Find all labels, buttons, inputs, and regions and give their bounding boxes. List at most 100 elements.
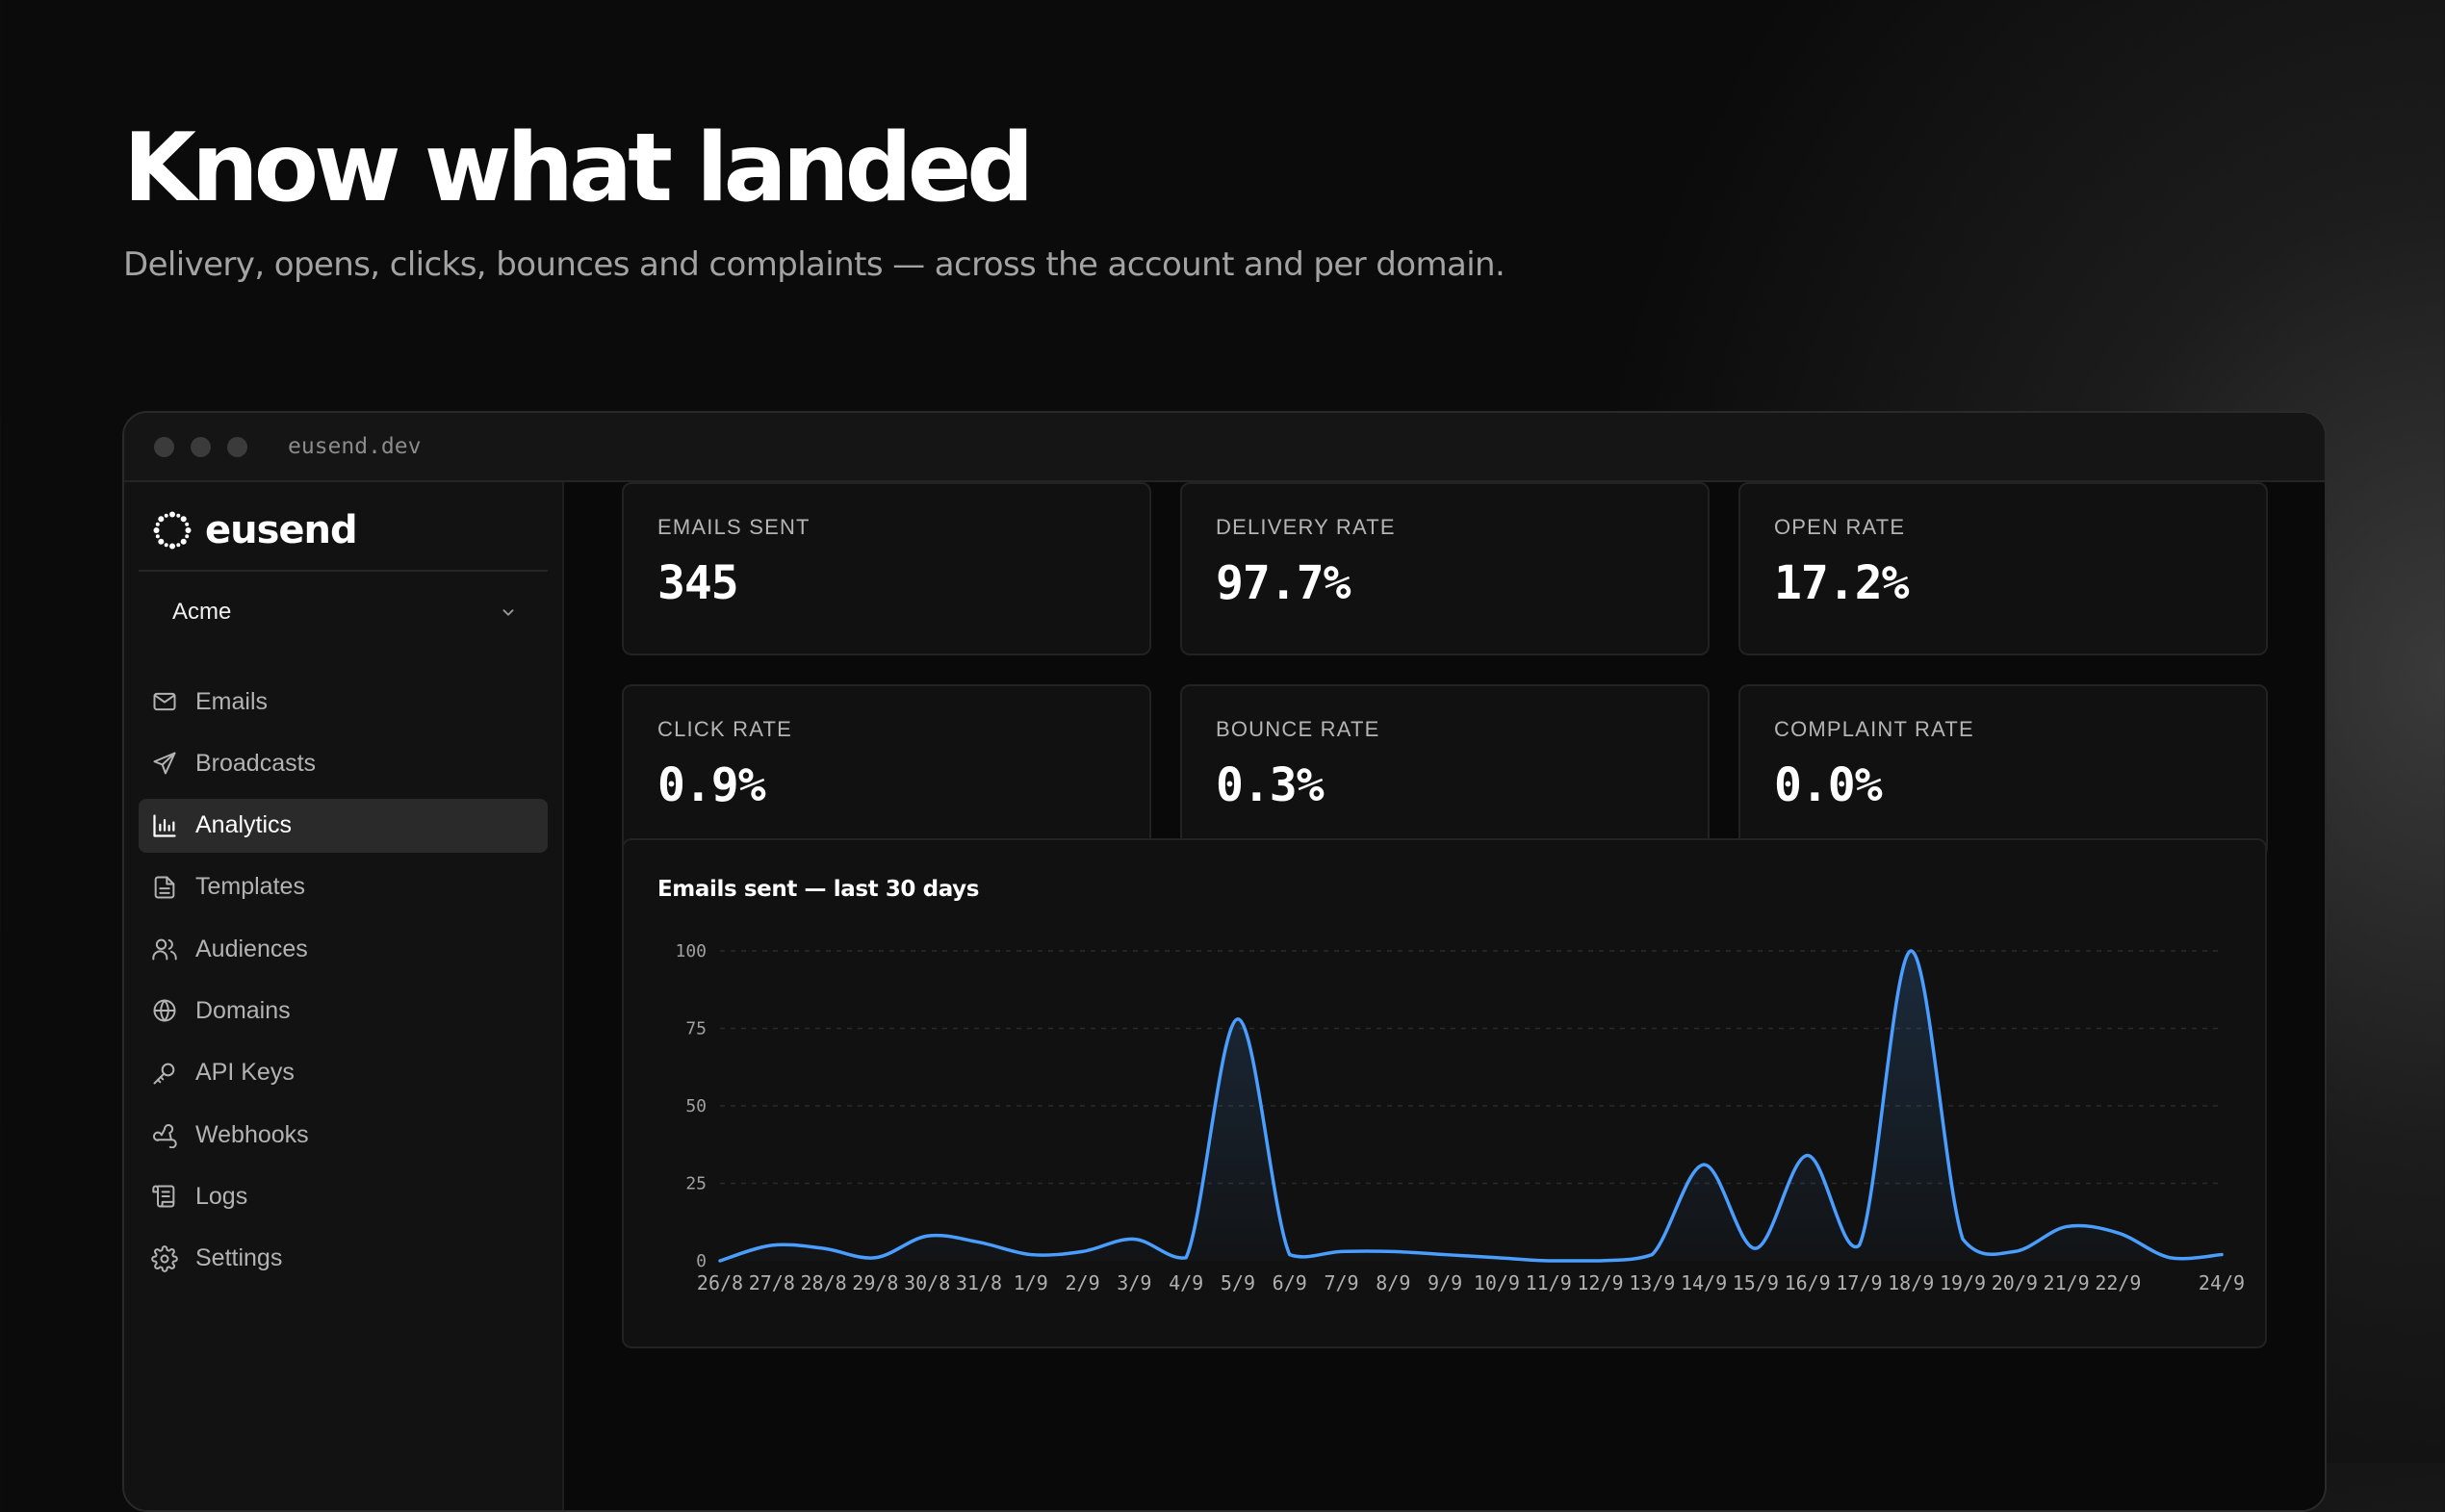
sidebar-item-label: Webhooks bbox=[195, 1120, 309, 1148]
stat-value: 17.2% bbox=[1774, 556, 1909, 610]
window-close-dot[interactable] bbox=[154, 437, 174, 457]
x-tick-label: 20/9 bbox=[1992, 1271, 2038, 1294]
sidebar-item-label: Analytics bbox=[195, 811, 293, 839]
window-maximize-dot[interactable] bbox=[227, 437, 247, 457]
sidebar-item-domains[interactable]: Domains bbox=[139, 984, 548, 1038]
window-titlebar: eusend.dev bbox=[124, 413, 2325, 482]
hero-title: Know what landed bbox=[123, 114, 1034, 223]
x-tick-label: 8/9 bbox=[1376, 1271, 1410, 1294]
stat-card-emails-sent: EMAILS SENT 345 bbox=[622, 482, 1151, 655]
sidebar-item-settings[interactable]: Settings bbox=[139, 1232, 548, 1286]
sidebar: eusend Acme Emails Broadcasts Analytics … bbox=[124, 482, 564, 1510]
brand-logo[interactable]: eusend bbox=[153, 501, 358, 559]
stat-card-click-rate: CLICK RATE 0.9% bbox=[622, 684, 1151, 858]
x-tick-label: 16/9 bbox=[1785, 1271, 1831, 1294]
sidebar-item-templates[interactable]: Templates bbox=[139, 860, 548, 914]
stat-label: EMAILS SENT bbox=[657, 515, 811, 539]
sidebar-item-label: Logs bbox=[195, 1182, 248, 1210]
stat-card-bounce-rate: BOUNCE RATE 0.3% bbox=[1180, 684, 1710, 858]
sidebar-item-emails[interactable]: Emails bbox=[139, 675, 548, 729]
y-tick-label: 0 bbox=[696, 1251, 707, 1271]
series-line bbox=[718, 949, 2224, 1263]
x-tick-label: 26/8 bbox=[697, 1271, 743, 1294]
team-selector[interactable]: Acme bbox=[139, 584, 548, 640]
stat-label: COMPLAINT RATE bbox=[1774, 717, 1974, 741]
x-tick-label: 29/8 bbox=[852, 1271, 898, 1294]
main-content: EMAILS SENT 345 DELIVERY RATE 97.7% OPEN… bbox=[564, 482, 2325, 1510]
stat-label: CLICK RATE bbox=[657, 717, 792, 741]
chevron-down-icon bbox=[502, 609, 514, 616]
x-tick-label: 3/9 bbox=[1117, 1271, 1151, 1294]
sidebar-item-webhooks[interactable]: Webhooks bbox=[139, 1108, 548, 1162]
users-icon bbox=[152, 938, 177, 961]
x-tick-label: 18/9 bbox=[1888, 1271, 1934, 1294]
x-tick-label: 19/9 bbox=[1940, 1271, 1986, 1294]
sidebar-item-label: Settings bbox=[195, 1244, 283, 1272]
x-tick-label: 27/8 bbox=[749, 1271, 795, 1294]
x-tick-label: 12/9 bbox=[1577, 1271, 1623, 1294]
browser-window: eusend.dev eusend Acme bbox=[122, 411, 2327, 1512]
sidebar-item-label: Audiences bbox=[195, 935, 308, 962]
x-tick-label: 31/8 bbox=[956, 1271, 1002, 1294]
sidebar-item-audiences[interactable]: Audiences bbox=[139, 922, 548, 976]
sidebar-item-label: Broadcasts bbox=[195, 749, 317, 777]
y-tick-label: 100 bbox=[675, 941, 707, 961]
x-tick-label: 5/9 bbox=[1221, 1271, 1255, 1294]
sidebar-item-label: Domains bbox=[195, 996, 291, 1024]
x-tick-label: 24/9 bbox=[2199, 1271, 2245, 1294]
stat-value: 0.0% bbox=[1774, 758, 1883, 812]
file-text-icon bbox=[154, 876, 175, 899]
x-tick-label: 7/9 bbox=[1324, 1271, 1358, 1294]
scroll-icon bbox=[152, 1185, 175, 1208]
stat-card-open-rate: OPEN RATE 17.2% bbox=[1738, 482, 2268, 655]
x-tick-label: 22/9 bbox=[2095, 1271, 2141, 1294]
hero-subtitle: Delivery, opens, clicks, bounces and com… bbox=[123, 245, 1506, 284]
stat-label: DELIVERY RATE bbox=[1216, 515, 1396, 539]
stat-value: 0.3% bbox=[1216, 758, 1325, 812]
x-tick-label: 15/9 bbox=[1733, 1271, 1779, 1294]
sidebar-item-label: Emails bbox=[195, 687, 269, 715]
mail-icon bbox=[153, 692, 176, 711]
team-name: Acme bbox=[172, 599, 232, 625]
y-tick-label: 75 bbox=[685, 1019, 707, 1039]
logo-icon bbox=[153, 511, 192, 550]
gear-icon bbox=[151, 1244, 178, 1272]
x-tick-label: 28/8 bbox=[801, 1271, 847, 1294]
y-tick-label: 50 bbox=[685, 1096, 707, 1116]
x-tick-label: 1/9 bbox=[1014, 1271, 1048, 1294]
sidebar-nav: Emails Broadcasts Analytics Templates Au… bbox=[139, 675, 548, 1294]
window-minimize-dot[interactable] bbox=[191, 437, 211, 457]
chart-card: Emails sent — last 30 days 0 25 50 75 100 26/… bbox=[622, 838, 2267, 1348]
x-tick-label: 9/9 bbox=[1428, 1271, 1462, 1294]
stat-value: 97.7% bbox=[1216, 556, 1351, 610]
x-tick-label: 14/9 bbox=[1681, 1271, 1727, 1294]
x-tick-label: 21/9 bbox=[2044, 1271, 2090, 1294]
x-tick-label: 4/9 bbox=[1169, 1271, 1203, 1294]
bar-chart-icon bbox=[153, 813, 176, 837]
globe-icon bbox=[153, 999, 176, 1022]
stat-label: OPEN RATE bbox=[1774, 515, 1906, 539]
x-tick-label: 6/9 bbox=[1273, 1271, 1307, 1294]
emails-sent-chart: 0 25 50 75 100 26/8 27/8 28/8 29/8 30/8 31/8 1/9 2/9… bbox=[675, 941, 2245, 1294]
x-tick-label: 30/8 bbox=[904, 1271, 950, 1294]
sidebar-item-analytics[interactable]: Analytics bbox=[139, 798, 548, 853]
brand-name: eusend bbox=[205, 508, 358, 552]
stat-value: 345 bbox=[657, 556, 739, 610]
sidebar-item-broadcasts[interactable]: Broadcasts bbox=[139, 736, 548, 790]
x-tick-label: 11/9 bbox=[1526, 1271, 1572, 1294]
stat-card-complaint-rate: COMPLAINT RATE 0.0% bbox=[1738, 684, 2268, 858]
stat-card-delivery-rate: DELIVERY RATE 97.7% bbox=[1180, 482, 1710, 655]
send-icon bbox=[153, 752, 176, 775]
x-tick-label: 13/9 bbox=[1629, 1271, 1675, 1294]
window-url: eusend.dev bbox=[288, 434, 422, 459]
sidebar-item-label: Templates bbox=[195, 873, 305, 901]
webhook-icon bbox=[152, 1124, 177, 1149]
stat-label: BOUNCE RATE bbox=[1216, 717, 1380, 741]
x-tick-label: 17/9 bbox=[1836, 1271, 1882, 1294]
chart-title: Emails sent — last 30 days bbox=[657, 877, 980, 902]
sidebar-item-logs[interactable]: Logs bbox=[139, 1169, 548, 1223]
stat-value: 0.9% bbox=[657, 758, 766, 812]
series-area bbox=[720, 950, 2222, 1261]
sidebar-item-api-keys[interactable]: API Keys bbox=[139, 1046, 548, 1100]
key-icon bbox=[153, 1063, 175, 1085]
